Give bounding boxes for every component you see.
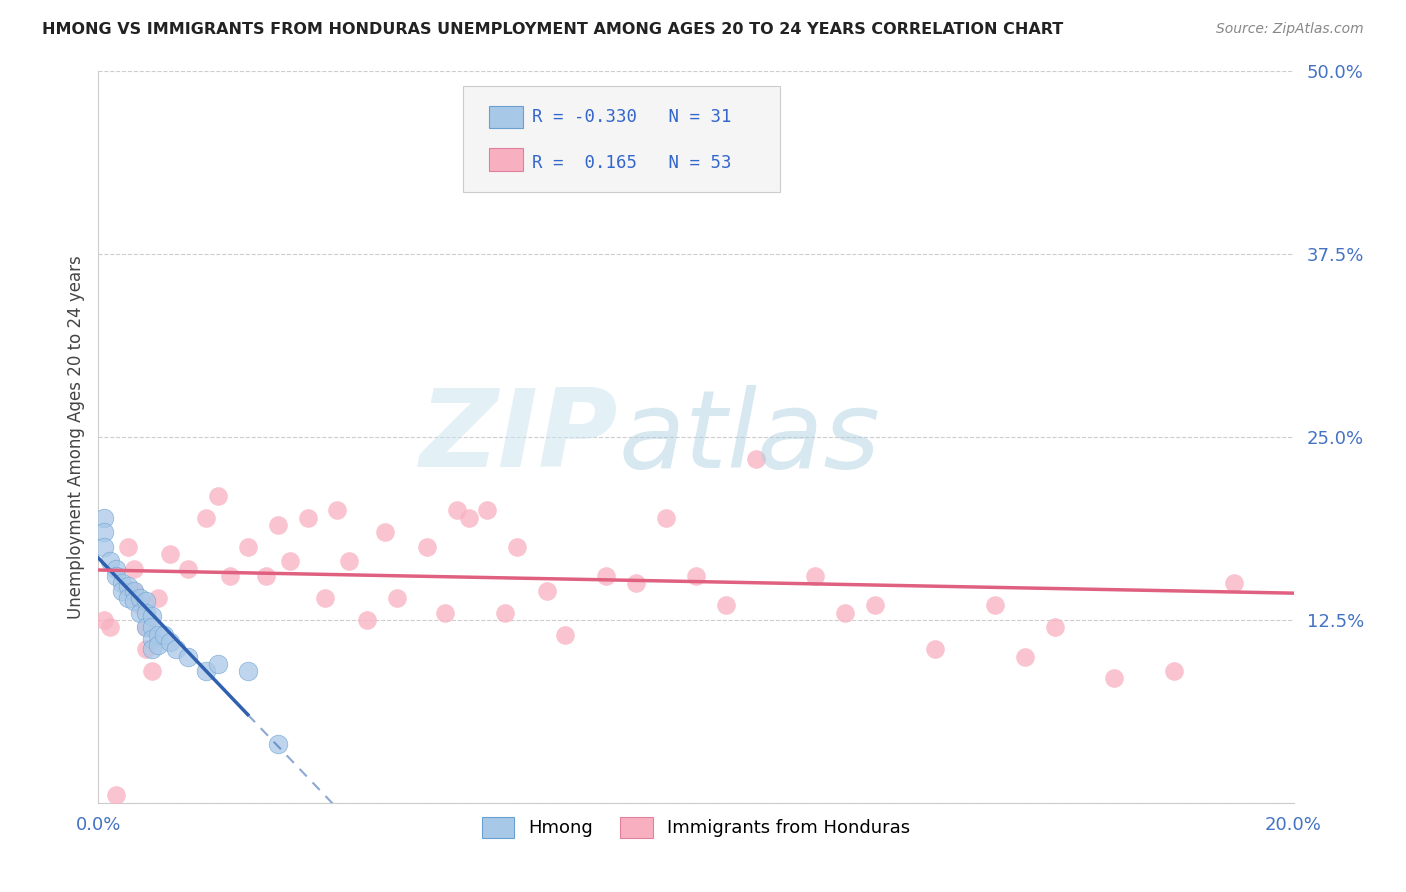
Point [207, 489, 229, 503]
Point [148, 591, 170, 605]
Point [141, 608, 163, 623]
Point [124, 594, 146, 608]
Point [475, 503, 498, 517]
FancyBboxPatch shape [463, 86, 780, 192]
Y-axis label: Unemployment Among Ages 20 to 24 years: Unemployment Among Ages 20 to 24 years [66, 255, 84, 619]
Point [685, 569, 707, 583]
Point [105, 562, 128, 576]
Point [177, 562, 200, 576]
Point [135, 620, 157, 634]
Point [278, 554, 301, 568]
Point [195, 664, 218, 678]
Point [506, 540, 529, 554]
Point [219, 569, 242, 583]
Point [124, 583, 146, 598]
Point [135, 620, 157, 634]
Point [93, 540, 115, 554]
Point [339, 554, 361, 568]
Point [159, 547, 181, 561]
Point [536, 583, 558, 598]
Point [159, 635, 181, 649]
Text: R =  0.165   N = 53: R = 0.165 N = 53 [533, 153, 731, 172]
Point [565, 167, 588, 181]
Point [745, 452, 768, 467]
Point [129, 599, 152, 613]
Point [1163, 664, 1185, 678]
Point [626, 576, 648, 591]
Text: ZIP: ZIP [420, 384, 619, 490]
Point [165, 642, 187, 657]
Point [98, 554, 122, 568]
Point [177, 649, 200, 664]
Point [129, 606, 152, 620]
Point [153, 627, 176, 641]
Point [865, 599, 887, 613]
Point [93, 510, 115, 524]
Point [111, 576, 134, 591]
Point [595, 569, 617, 583]
Point [135, 594, 157, 608]
Point [129, 591, 152, 605]
Point [416, 540, 439, 554]
FancyBboxPatch shape [489, 105, 523, 128]
Point [124, 583, 146, 598]
Point [446, 503, 468, 517]
Point [1223, 576, 1246, 591]
Text: R = -0.330   N = 31: R = -0.330 N = 31 [533, 108, 731, 126]
Text: atlas: atlas [619, 384, 880, 490]
Point [984, 599, 1007, 613]
Point [714, 599, 737, 613]
Point [297, 510, 319, 524]
Point [326, 503, 349, 517]
Point [267, 737, 290, 751]
Point [135, 606, 157, 620]
Point [117, 540, 139, 554]
Point [458, 510, 481, 524]
Point [105, 569, 128, 583]
Point [93, 525, 115, 540]
Point [105, 789, 128, 803]
Point [1043, 620, 1066, 634]
Point [111, 583, 134, 598]
Point [207, 657, 229, 671]
Point [141, 620, 163, 634]
Point [117, 591, 139, 605]
Text: Source: ZipAtlas.com: Source: ZipAtlas.com [1216, 22, 1364, 37]
Point [141, 642, 163, 657]
Point [834, 606, 856, 620]
Point [1104, 672, 1126, 686]
Point [124, 562, 146, 576]
Point [254, 569, 277, 583]
Point [924, 642, 946, 657]
Point [374, 525, 396, 540]
Point [135, 642, 157, 657]
Point [494, 606, 516, 620]
Point [141, 632, 163, 646]
Point [195, 510, 218, 524]
Text: HMONG VS IMMIGRANTS FROM HONDURAS UNEMPLOYMENT AMONG AGES 20 TO 24 YEARS CORRELA: HMONG VS IMMIGRANTS FROM HONDURAS UNEMPL… [42, 22, 1063, 37]
Point [434, 606, 457, 620]
Point [236, 540, 259, 554]
Point [93, 613, 115, 627]
Point [148, 638, 170, 652]
Point [1014, 649, 1036, 664]
Point [148, 627, 170, 641]
Point [267, 517, 290, 532]
Point [655, 510, 678, 524]
Point [117, 579, 139, 593]
Point [804, 569, 827, 583]
Point [141, 664, 163, 678]
Legend: Hmong, Immigrants from Honduras: Hmong, Immigrants from Honduras [474, 810, 918, 845]
Point [98, 620, 122, 634]
Point [554, 627, 576, 641]
Point [385, 591, 409, 605]
Point [315, 591, 337, 605]
FancyBboxPatch shape [489, 148, 523, 171]
Point [236, 664, 259, 678]
Point [356, 613, 378, 627]
